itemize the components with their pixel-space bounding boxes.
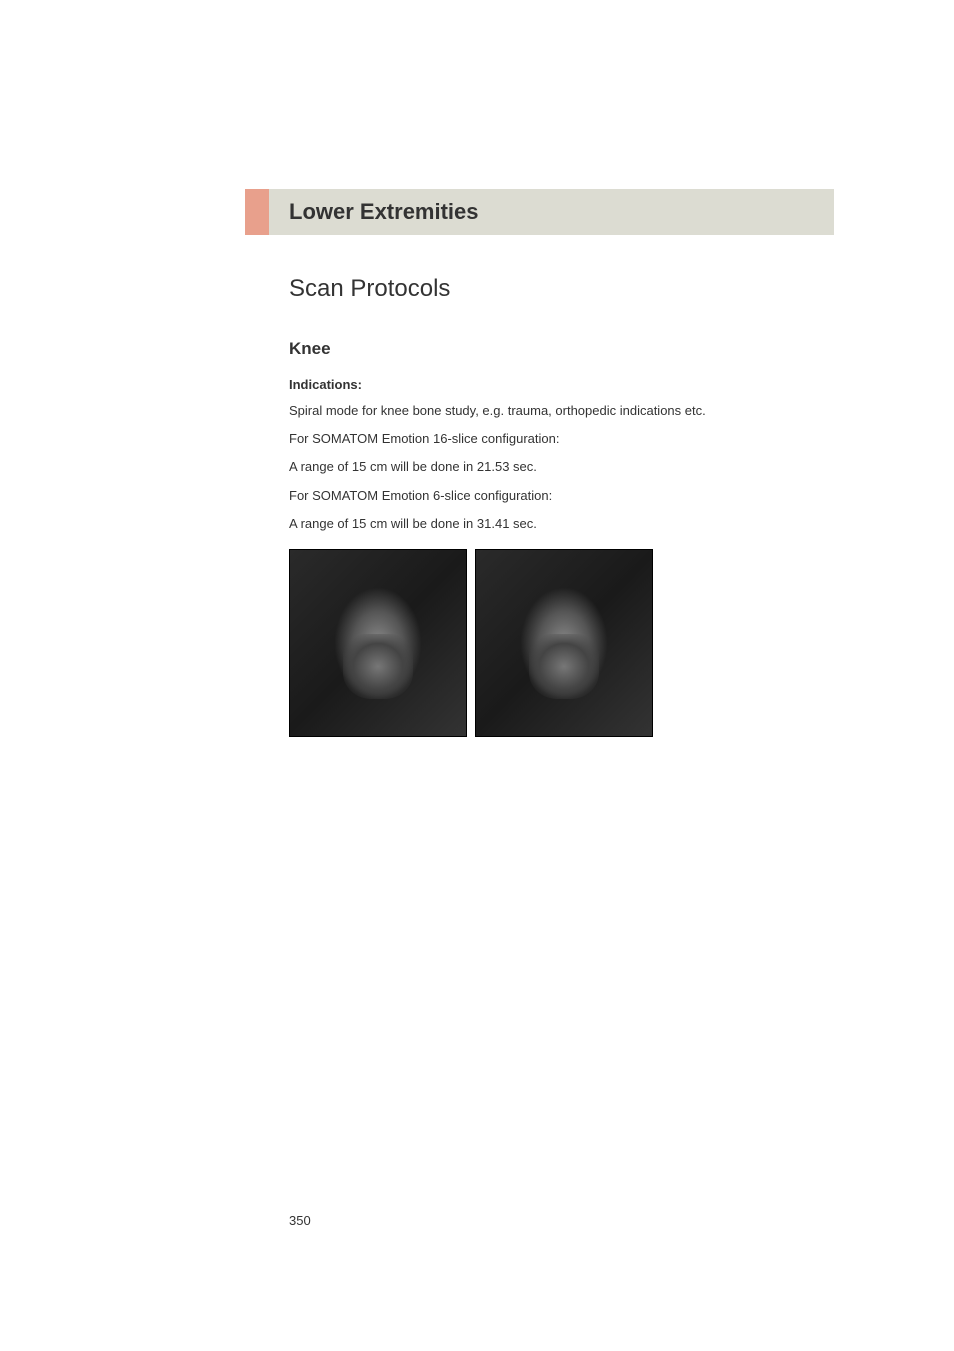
indications-text: Indications: <box>289 377 362 392</box>
indications-label: Indications: <box>289 377 834 392</box>
page-content: Lower Extremities Scan Protocols Knee In… <box>0 0 954 737</box>
ct-scan-knee-sagittal <box>289 549 467 737</box>
ct-scan-knee-coronal <box>475 549 653 737</box>
accent-bar <box>245 189 269 235</box>
subsection-title: Knee <box>289 339 834 359</box>
title-bar: Lower Extremities <box>269 189 834 235</box>
paragraph-5: A range of 15 cm will be done in 31.41 s… <box>289 515 834 533</box>
paragraph-2: For SOMATOM Emotion 16-slice configurati… <box>289 430 834 448</box>
chapter-title: Lower Extremities <box>289 199 814 225</box>
paragraph-3: A range of 15 cm will be done in 21.53 s… <box>289 458 834 476</box>
paragraph-1: Spiral mode for knee bone study, e.g. tr… <box>289 402 834 420</box>
page-number: 350 <box>289 1213 311 1228</box>
section-title: Scan Protocols <box>289 275 834 303</box>
ct-image-row <box>289 549 834 737</box>
chapter-header: Lower Extremities <box>245 189 834 235</box>
paragraph-4: For SOMATOM Emotion 6-slice configuratio… <box>289 487 834 505</box>
